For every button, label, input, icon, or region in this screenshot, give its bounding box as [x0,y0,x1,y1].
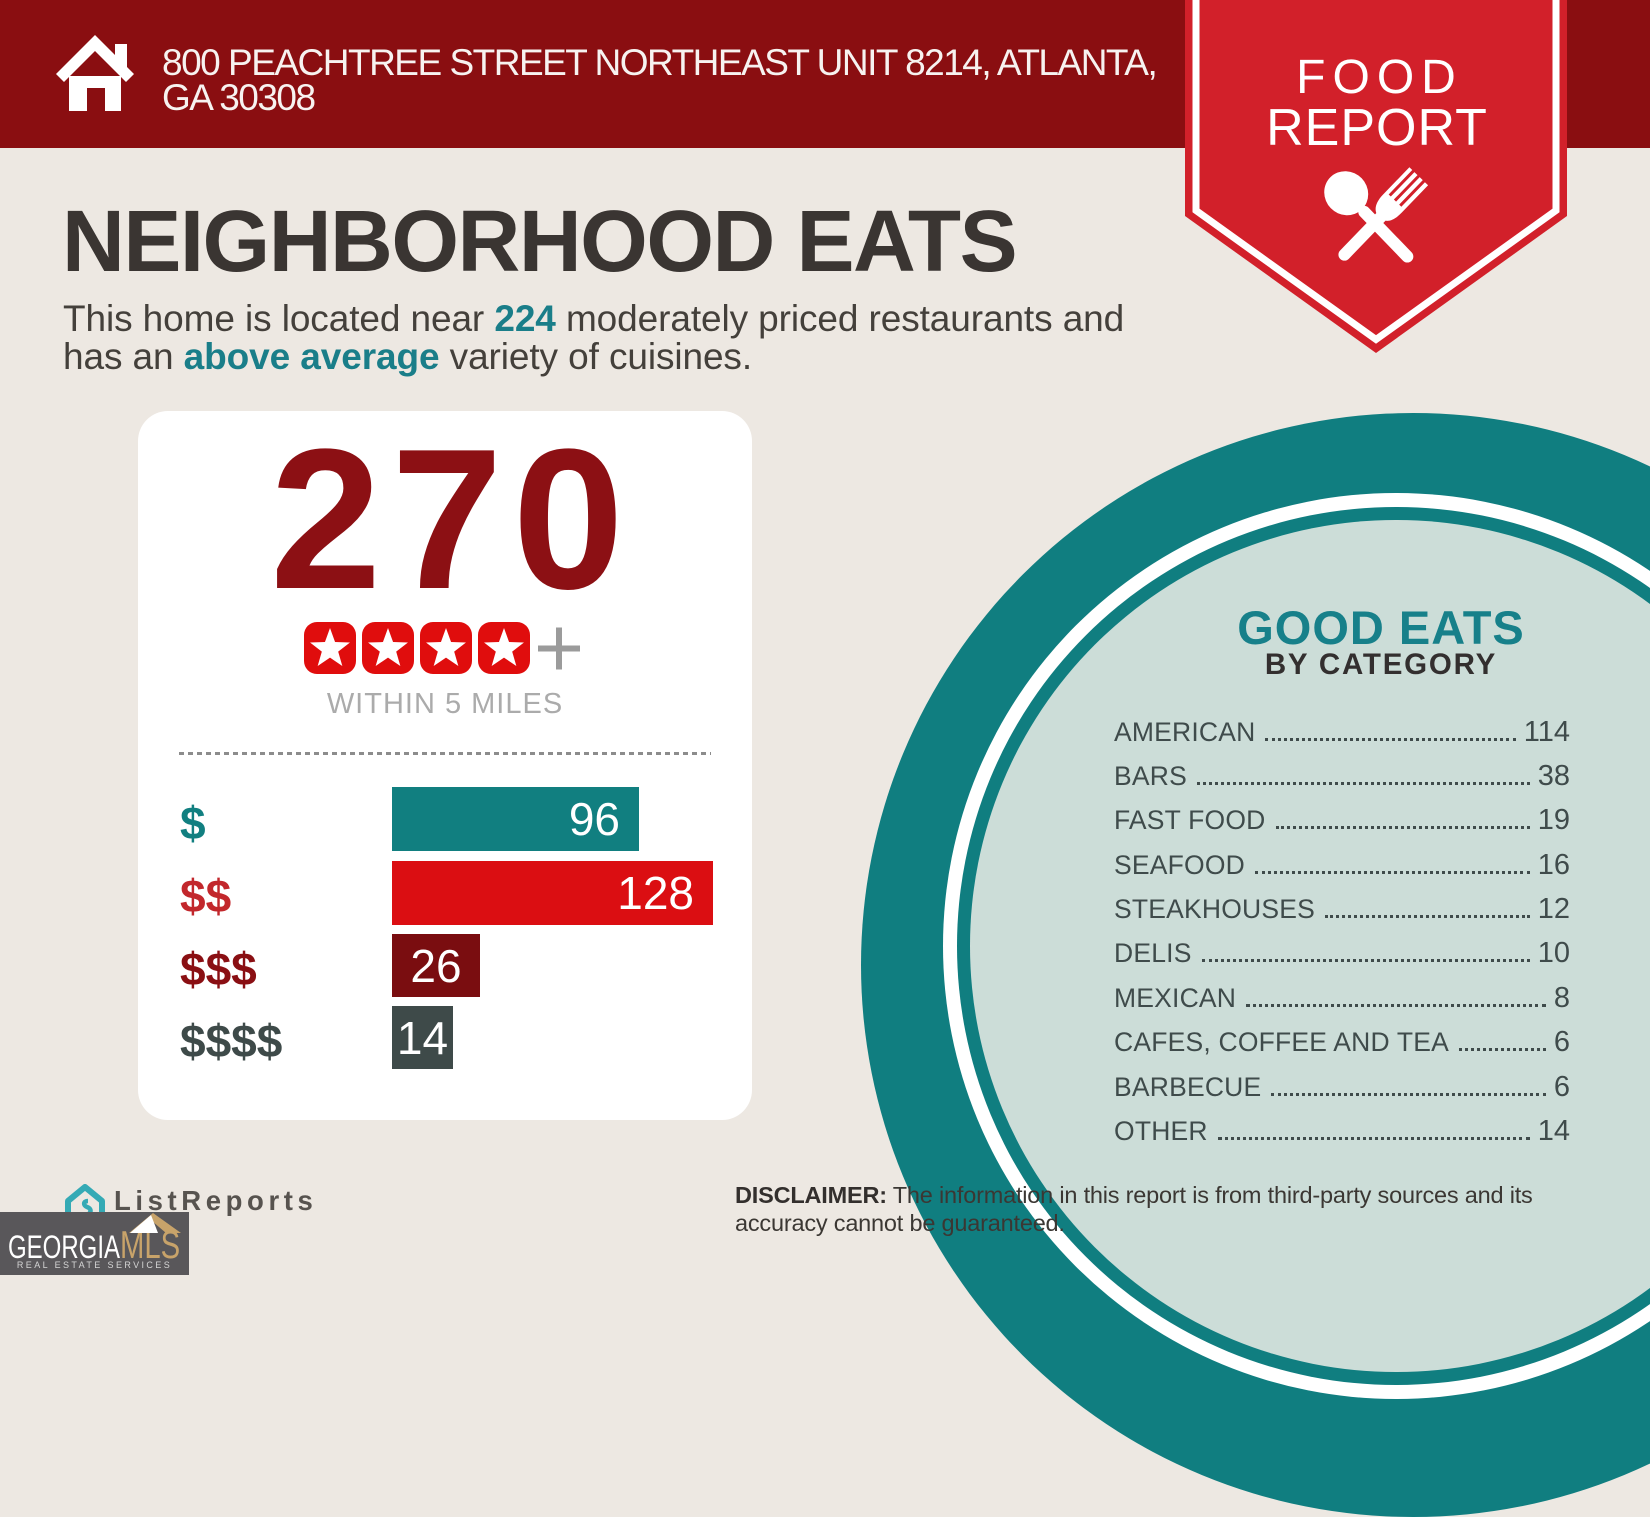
svg-text:REPORT: REPORT [1266,99,1488,157]
svg-text:FOOD: FOOD [1296,51,1463,104]
